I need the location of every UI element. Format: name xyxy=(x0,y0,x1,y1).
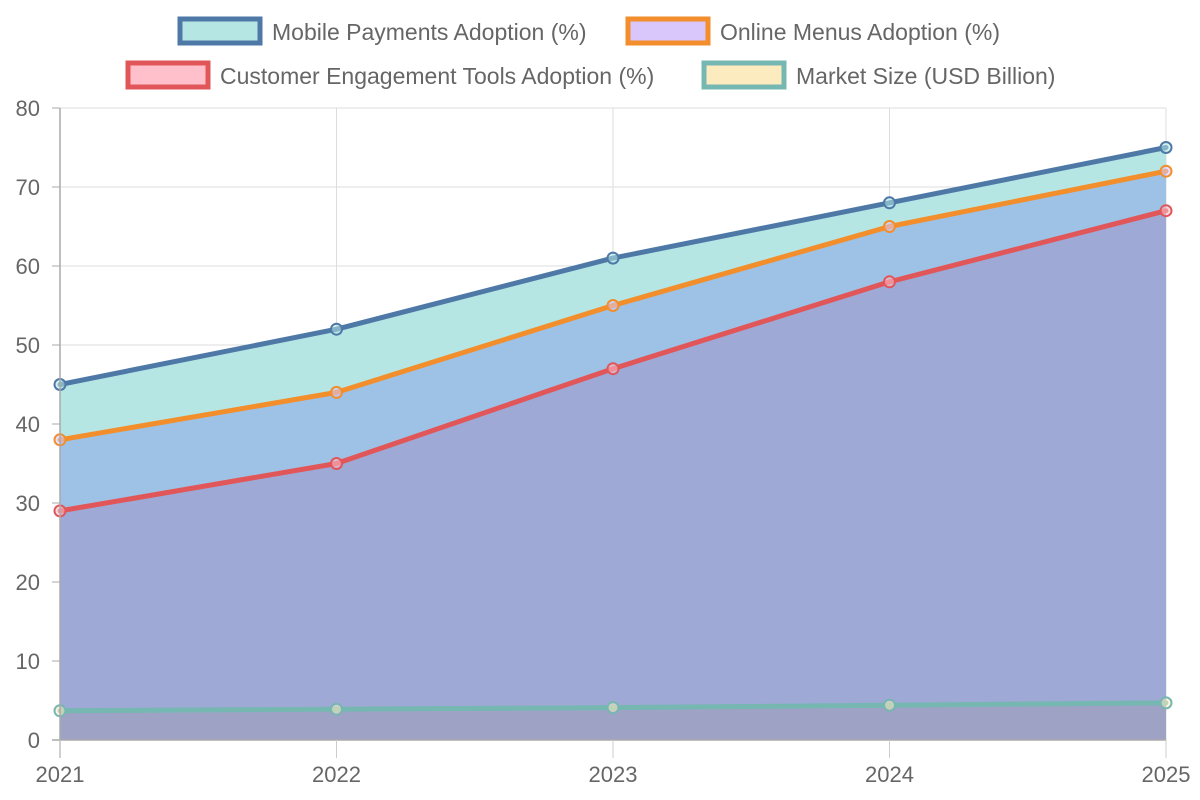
x-tick-label: 2023 xyxy=(589,762,638,787)
point-market-size xyxy=(606,701,620,715)
y-tick-label: 30 xyxy=(16,491,40,516)
y-tick-label: 50 xyxy=(16,333,40,358)
y-tick-label: 0 xyxy=(28,728,40,753)
point-online-menus xyxy=(330,385,343,399)
legend-item-online-menus: Online Menus Adoption (%) xyxy=(625,16,1000,46)
legend-swatch xyxy=(625,16,711,46)
legend-label: Customer Engagement Tools Adoption (%) xyxy=(220,63,654,89)
x-tick-label: 2021 xyxy=(36,762,85,787)
y-tick-label: 40 xyxy=(16,412,40,437)
point-online-menus xyxy=(1159,164,1173,178)
area-fill-customer-engagement xyxy=(60,210,1166,740)
point-market-size xyxy=(1159,696,1173,710)
point-mobile-payments xyxy=(883,196,896,210)
x-tick-label: 2025 xyxy=(1142,762,1191,787)
point-mobile-payments xyxy=(330,322,343,336)
legend-item-customer-engagement: Customer Engagement Tools Adoption (%) xyxy=(125,60,654,90)
legend: Mobile Payments Adoption (%) Online Menus… xyxy=(125,16,1055,90)
point-customer-engagement xyxy=(883,275,896,289)
legend-swatch xyxy=(125,60,211,90)
point-market-size xyxy=(883,698,896,712)
axes: 0 10 20 30 40 50 60 70 80 2021 2022 2023 2024 2025 xyxy=(16,96,1191,787)
legend-swatch xyxy=(701,60,787,90)
legend-label: Mobile Payments Adoption (%) xyxy=(272,19,587,45)
point-customer-engagement xyxy=(606,362,620,376)
legend-item-mobile-payments: Mobile Payments Adoption (%) xyxy=(177,16,587,46)
point-customer-engagement xyxy=(330,457,343,470)
area-fills xyxy=(60,147,1166,740)
point-online-menus xyxy=(883,220,896,233)
legend-label: Online Menus Adoption (%) xyxy=(720,19,1000,45)
y-tick-label: 80 xyxy=(16,96,40,121)
point-customer-engagement xyxy=(1159,204,1173,218)
point-mobile-payments xyxy=(606,251,620,265)
legend-item-market-size: Market Size (USD Billion) xyxy=(701,60,1055,90)
y-tick-label: 60 xyxy=(16,254,40,279)
y-tick-label: 20 xyxy=(16,570,40,595)
legend-swatch xyxy=(177,16,263,46)
y-tick-label: 10 xyxy=(16,649,40,674)
legend-label: Market Size (USD Billion) xyxy=(796,63,1055,89)
point-market-size xyxy=(330,702,343,716)
point-online-menus xyxy=(606,299,620,312)
x-tick-label: 2022 xyxy=(312,762,361,787)
y-tick-label: 70 xyxy=(16,175,40,200)
x-tick-label: 2024 xyxy=(865,762,914,787)
point-mobile-payments xyxy=(1159,141,1173,154)
